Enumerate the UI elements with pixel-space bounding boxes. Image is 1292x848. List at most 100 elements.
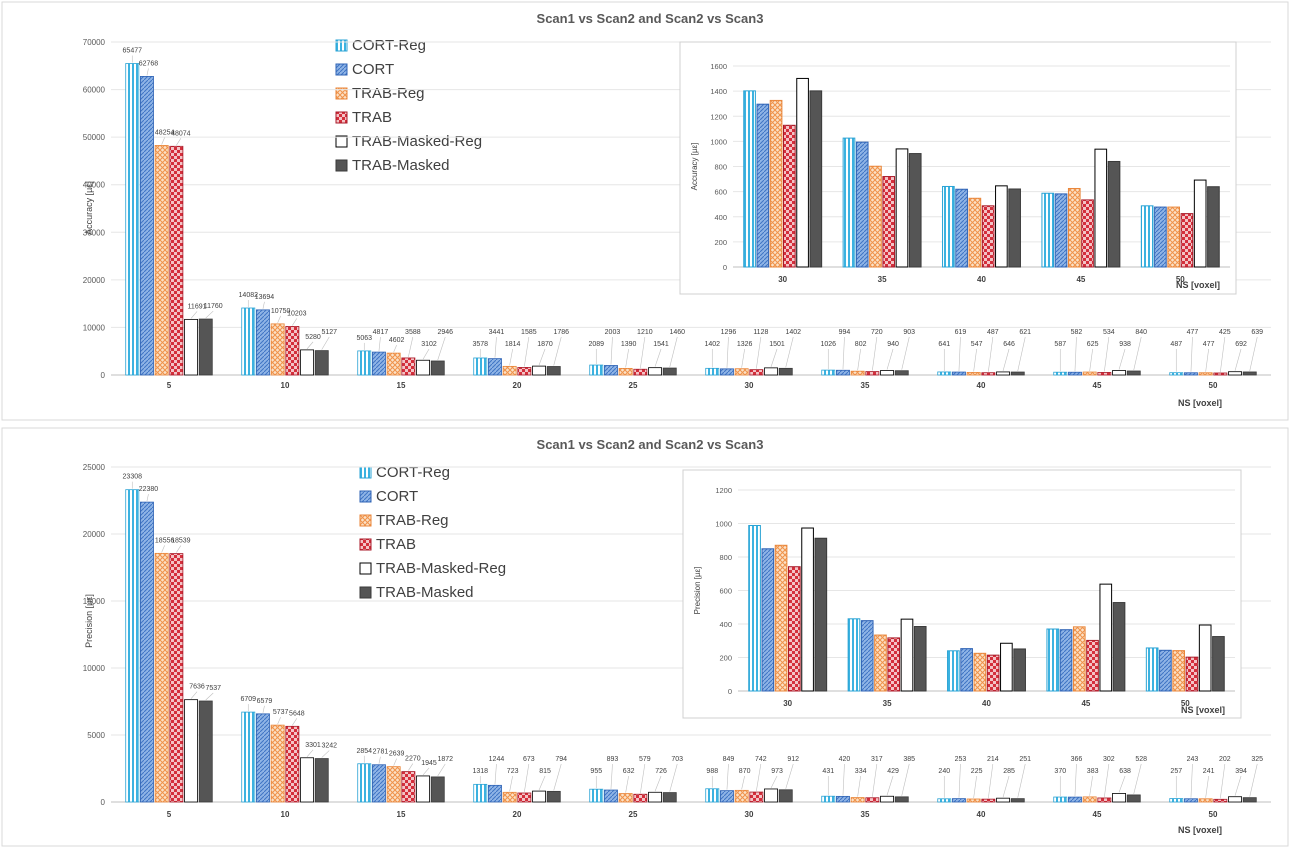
inset-bar-trab [887,637,901,692]
data-label: 528 [1135,756,1147,763]
inset-x-axis-label-accuracy: NS [voxel] [1176,280,1220,290]
data-label-leader [292,318,298,326]
data-label-leader [654,348,662,367]
inset-bar-trab-reg [1072,626,1086,692]
data-label-leader [393,344,397,353]
data-label: 621 [1019,329,1031,336]
bar-cort-reg [937,371,952,376]
legend-swatch-trab-reg [335,87,348,100]
data-label-leader [857,775,861,797]
bar-trab [1213,372,1228,376]
legend-swatch-trab [359,538,372,551]
x-tick-label: 45 [1093,810,1102,819]
inset-bar-trab-reg [1167,206,1181,268]
data-label-leader [842,763,845,796]
legend-label: CORT-Reg [352,37,426,54]
legend-swatch-cort-reg [335,39,348,52]
bar-trab-masked [546,366,561,376]
data-label: 257 [1170,768,1182,775]
data-label: 1210 [637,329,653,336]
y-tick-label: 20000 [83,276,106,285]
y-tick-label: 70000 [83,38,106,47]
data-label-leader [1017,336,1026,372]
data-label: 48254 [155,129,175,136]
bar-trab-masked-reg [1228,371,1242,376]
data-label: 394 [1235,768,1247,775]
inset-bar-cort [1154,206,1167,268]
inset-bar-cort-reg [847,618,861,692]
data-label: 938 [1119,341,1131,348]
bar-cort [256,713,270,803]
inset-bar-trab-reg [874,634,887,692]
data-label-leader [1002,775,1010,798]
data-label-leader [437,763,446,777]
bar-trab-masked [894,796,909,803]
bar-trab [285,725,300,803]
inset-bar-trab-masked [1207,186,1220,268]
bar-trab-masked-reg [996,797,1010,803]
bar-trab [1097,797,1112,803]
legend-label: CORT [352,61,394,78]
data-label: 5280 [305,334,321,341]
inset-y-tick-label: 400 [714,213,727,222]
inset-bar-cort [960,648,973,692]
data-label-leader [494,763,497,785]
bar-cort-reg [1053,371,1068,376]
inset-y-tick-label: 600 [714,188,727,197]
bar-trab-masked-reg [1112,370,1126,376]
inset-bar-trab-masked [814,537,828,692]
legend-swatch-trab-masked [335,159,348,172]
data-label: 1585 [521,329,537,336]
bar-trab-masked [314,758,329,803]
bar-cort [952,798,966,803]
inset-bar-trab-reg [1172,650,1186,692]
data-label: 6579 [257,698,273,705]
inset-bar-trab [1180,213,1194,268]
legend-swatch-trab [335,111,348,124]
data-label: 794 [555,756,567,763]
bar-trab-masked [1126,794,1141,803]
bar-trab-masked-reg [1228,796,1242,803]
inset-y-axis-label: Accuracy [µε] [690,143,699,191]
inset-bar-cort-reg [842,137,856,268]
bar-trab-masked-reg [1112,793,1126,803]
bar-trab-reg [270,323,285,376]
inset-x-tick-label: 30 [783,699,792,708]
bar-cort [952,371,966,376]
bar-trab [517,792,532,803]
bar-cort-reg [1053,796,1068,803]
bar-trab-masked [778,367,793,376]
data-label-leader [654,775,662,792]
data-label-leader [669,336,678,368]
bar-trab-masked-reg [764,788,778,803]
inset-x-tick-label: 45 [1081,699,1090,708]
data-label: 723 [507,768,519,775]
inset-y-tick-label: 0 [723,263,727,272]
inset-y-tick-label: 800 [719,553,732,562]
x-tick-label: 50 [1209,810,1218,819]
data-label: 1318 [472,768,488,775]
y-tick-label: 25000 [83,463,106,472]
x-tick-label: 15 [397,381,406,390]
data-label: 1326 [737,341,753,348]
bar-trab-reg [386,766,401,803]
legend-swatch-trab-masked [359,586,372,599]
y-tick-label: 30000 [83,228,106,237]
data-label: 11760 [204,303,223,310]
bar-trab-masked [778,789,793,803]
data-label: 1814 [505,341,521,348]
data-label: 4817 [373,329,389,336]
data-label: 11691 [188,303,207,310]
data-label-leader [886,775,894,796]
data-label-leader [988,336,994,372]
data-label: 2003 [605,329,621,336]
data-label: 2781 [373,749,389,756]
bar-trab-reg [850,370,865,376]
bar-trab-reg [270,724,285,803]
x-tick-label: 50 [1209,381,1218,390]
data-label: 253 [955,756,967,763]
data-label: 646 [1003,341,1015,348]
bar-trab-masked [1242,797,1257,803]
data-label: 1945 [421,760,437,767]
data-label: 5737 [273,709,289,716]
